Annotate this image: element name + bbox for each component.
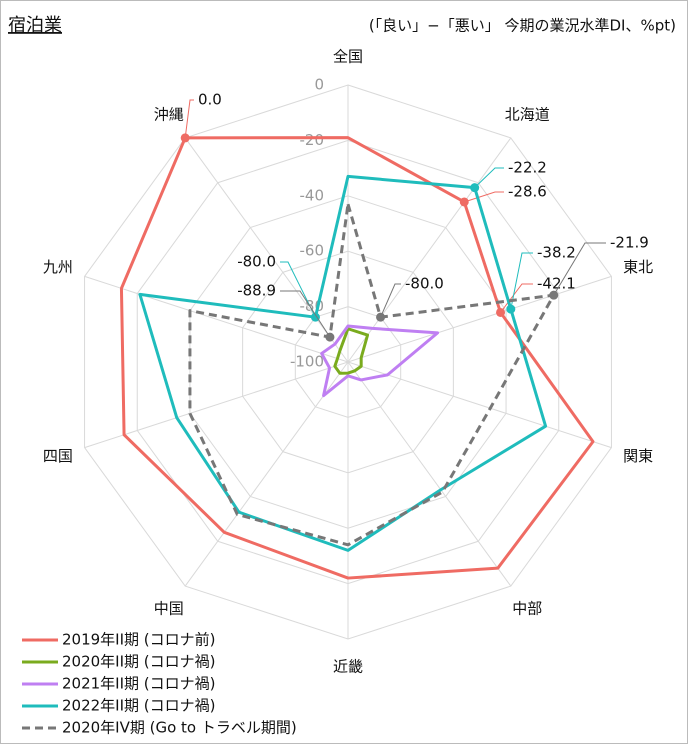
leader-line: [510, 252, 533, 310]
spoke: [347, 361, 612, 449]
category-label: 中国: [154, 599, 184, 617]
spoke: [184, 137, 349, 363]
spoke: [84, 275, 349, 363]
chart-title: 宿泊業: [8, 15, 62, 36]
category-label: 東北: [623, 258, 653, 276]
series-polygon: [119, 136, 595, 580]
leader-line: [464, 191, 504, 203]
data-point: [376, 312, 386, 322]
category-label: 近畿: [333, 658, 363, 676]
data-label: -88.9: [237, 282, 276, 300]
chart-subtitle: (「良い」−「悪い」 今期の業況水準DI、%pt): [369, 17, 676, 35]
legend-label: 2019年II期 (コロナ前): [62, 631, 216, 649]
legend-label: 2022年II期 (コロナ禍): [62, 697, 216, 715]
r-tick-label: -100: [290, 353, 324, 371]
series-polygon: [188, 202, 556, 547]
leader-line: [184, 99, 194, 138]
data-point: [496, 307, 506, 317]
data-label: -80.0: [405, 275, 444, 293]
data-label: -38.2: [537, 244, 576, 262]
spoke: [347, 361, 512, 587]
leader-line: [280, 290, 331, 338]
series-polygon: [333, 327, 370, 375]
r-tick-label: -20: [300, 131, 325, 149]
spoke: [347, 275, 612, 363]
r-tick-label: -60: [300, 242, 325, 260]
category-label: 中部: [512, 599, 542, 617]
data-point: [459, 197, 469, 207]
data-label: -28.6: [508, 183, 547, 201]
spoke: [84, 361, 349, 449]
series-polygon: [320, 324, 440, 398]
data-label: -80.0: [237, 253, 276, 271]
legend-label: 2020年II期 (コロナ禍): [62, 653, 216, 671]
data-label: -42.1: [537, 275, 576, 293]
data-label: -21.9: [610, 234, 649, 252]
legend-label: 2020年IV期 (Go to トラベル期間): [62, 719, 297, 737]
category-label: 沖縄: [154, 106, 184, 124]
r-tick-label: -40: [300, 186, 325, 204]
leader-line: [380, 283, 401, 318]
category-label: 四国: [43, 447, 73, 465]
category-label: 九州: [43, 258, 73, 276]
category-label: 全国: [333, 48, 363, 66]
spoke: [184, 361, 349, 587]
series-polygon: [138, 174, 548, 552]
leader-line: [553, 242, 606, 296]
leader-line: [474, 167, 504, 189]
data-point: [310, 312, 320, 322]
data-point: [180, 133, 190, 143]
category-label: 関東: [623, 447, 653, 465]
spoke: [347, 137, 512, 363]
data-label: -22.2: [508, 159, 547, 177]
legend-label: 2021年II期 (コロナ禍): [62, 675, 216, 693]
data-point: [470, 183, 480, 193]
category-label: 北海道: [505, 106, 550, 124]
r-tick-label: 0: [314, 76, 324, 94]
data-point: [506, 304, 516, 314]
data-label: 0.0: [198, 91, 222, 109]
leader-line: [280, 261, 316, 318]
data-point: [549, 290, 559, 300]
data-point: [325, 332, 335, 342]
